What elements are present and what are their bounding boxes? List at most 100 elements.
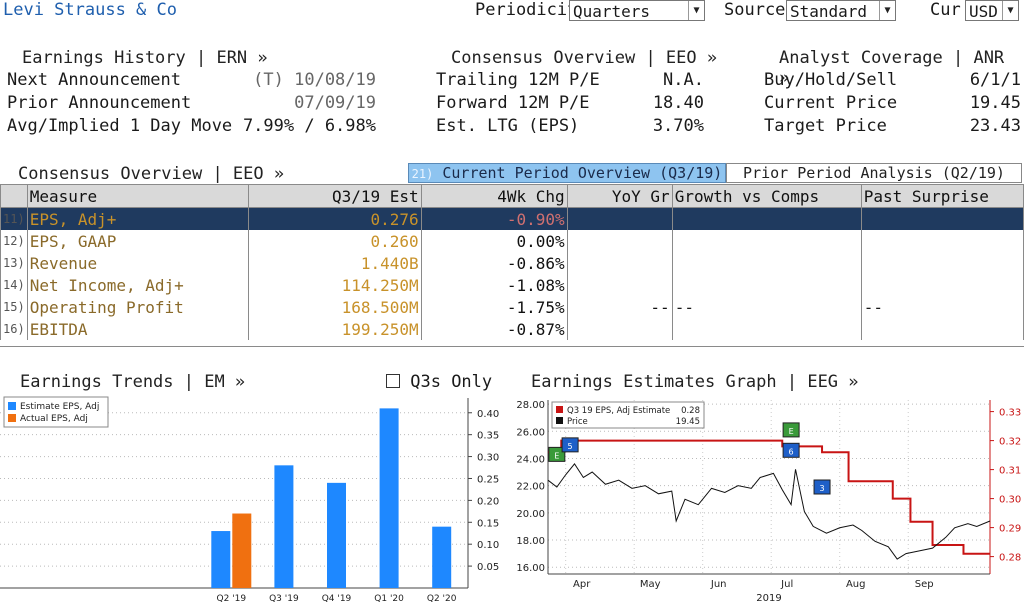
row-yoy xyxy=(566,230,673,252)
periodicity-value: Quarters xyxy=(573,2,651,21)
left-tick-label: 18.00 xyxy=(516,536,545,547)
x-tick-label: Jul xyxy=(780,579,793,590)
consensus-overview-link[interactable]: Consensus Overview | EEO » xyxy=(451,48,718,68)
col-measure[interactable]: Measure xyxy=(26,184,249,208)
co-label-0: Trailing 12M P/E xyxy=(436,70,600,90)
ac-label-2: Target Price xyxy=(764,116,887,136)
col-comps[interactable]: Growth vs Comps xyxy=(671,184,862,208)
row-comps: -- xyxy=(671,296,862,318)
currency-select[interactable]: USD ▼ xyxy=(965,0,1019,21)
earnings-trends-link[interactable]: Earnings Trends | EM » xyxy=(20,372,246,392)
chevron-down-icon[interactable]: ▼ xyxy=(879,1,895,20)
y-tick-label: 0.20 xyxy=(477,496,499,507)
eh-value-2: 7.99% / 6.98% xyxy=(242,116,376,136)
legend-value: 19.45 xyxy=(676,417,700,427)
row-comps xyxy=(671,230,862,252)
table-row[interactable]: 11) EPS, Adj+ 0.276 -0.90% xyxy=(0,207,1024,230)
x-tick-label: Q2 '20 xyxy=(427,594,457,604)
row-yoy xyxy=(566,274,673,296)
estimates-graph-chart: 16.00 18.00 20.00 22.00 24.00 26.00 28.00 0.28 0… xyxy=(516,400,1021,604)
col-surprise[interactable]: Past Surprise xyxy=(860,184,1024,208)
legend-label: Actual EPS, Adj xyxy=(20,414,88,424)
row-surprise: -- xyxy=(860,296,1024,318)
table-row[interactable]: 13) Revenue 1.440B -0.86% xyxy=(0,252,1024,274)
row-surprise xyxy=(860,230,1024,252)
right-tick-label: 0.30 xyxy=(999,495,1021,506)
y-tick-label: 0.05 xyxy=(477,562,499,573)
ac-label-1: Current Price xyxy=(764,93,898,113)
legend-box xyxy=(551,401,705,429)
row-chg: -1.75% xyxy=(420,296,568,318)
row-est: 1.440B xyxy=(247,252,422,274)
x-tick-label: Apr xyxy=(573,579,591,590)
event-marker xyxy=(813,479,831,495)
right-tick-label: 0.29 xyxy=(999,524,1021,535)
source-select[interactable]: Standard ▼ xyxy=(786,0,896,21)
y-tick-label: 0.10 xyxy=(477,540,499,551)
row-measure[interactable]: EBITDA xyxy=(26,318,249,340)
eh-label-1: Prior Announcement xyxy=(7,93,192,113)
eh-label-0: Next Announcement xyxy=(7,70,181,90)
left-tick-label: 20.00 xyxy=(516,509,545,520)
row-est: 114.250M xyxy=(247,274,422,296)
row-chg: -1.08% xyxy=(420,274,568,296)
table-row[interactable]: 14) Net Income, Adj+ 114.250M -1.08% xyxy=(0,274,1024,296)
y-tick-label: 0.35 xyxy=(477,431,499,442)
table-row[interactable]: 16) EBITDA 199.250M -0.87% xyxy=(0,318,1024,340)
table-row[interactable]: 12) EPS, GAAP 0.260 0.00% xyxy=(0,230,1024,252)
source-value: Standard xyxy=(790,2,868,21)
row-measure[interactable]: Revenue xyxy=(26,252,249,274)
row-surprise xyxy=(860,207,1024,230)
row-measure[interactable]: EPS, Adj+ xyxy=(26,207,249,230)
row-measure[interactable]: Operating Profit xyxy=(26,296,249,318)
x-tick-label: Sep xyxy=(915,579,934,590)
row-chg: -0.90% xyxy=(420,207,568,230)
y-tick-label: 0.40 xyxy=(477,409,499,420)
bar xyxy=(211,531,231,588)
right-tick-label: 0.32 xyxy=(999,437,1021,448)
tab-current-period[interactable]: 21) Current Period Overview (Q3/19) xyxy=(408,163,726,183)
event-marker-label: 5 xyxy=(568,442,573,451)
event-marker xyxy=(782,422,800,438)
legend-label: Q3 19 EPS, Adj Estimate xyxy=(567,406,670,416)
cur-label: Cur xyxy=(930,0,961,20)
event-marker-label: E xyxy=(554,451,559,460)
row-measure[interactable]: Net Income, Adj+ xyxy=(26,274,249,296)
table-row[interactable]: 15) Operating Profit 168.500M -1.75% -- … xyxy=(0,296,1024,318)
checkbox-icon[interactable] xyxy=(386,374,400,388)
tab-prior-period[interactable]: Prior Period Analysis (Q2/19) xyxy=(726,163,1022,183)
ac-value-0: 6/1/1 xyxy=(969,70,1021,90)
company-name[interactable]: Levi Strauss & Co xyxy=(3,0,177,20)
col-est[interactable]: Q3/19 Est xyxy=(247,184,422,208)
x-tick-label: Q4 '19 xyxy=(322,594,352,604)
periodicity-select[interactable]: Quarters ▼ xyxy=(569,0,705,21)
x-tick-label: Q2 '19 xyxy=(216,594,246,604)
source-label: Source xyxy=(724,0,786,20)
estimates-graph-link[interactable]: Earnings Estimates Graph | EEG » xyxy=(531,372,859,392)
row-est: 199.250M xyxy=(247,318,422,340)
chevron-down-icon[interactable]: ▼ xyxy=(1002,1,1018,20)
event-marker-label: E xyxy=(789,427,794,436)
row-chg: 0.00% xyxy=(420,230,568,252)
analyst-coverage-link[interactable]: Analyst Coverage | ANR » xyxy=(779,48,1005,88)
x-axis-label: 2019 xyxy=(756,593,781,604)
right-tick-label: 0.33 xyxy=(999,408,1021,419)
row-comps xyxy=(671,318,862,340)
eh-value-0: (T) 10/08/19 xyxy=(253,70,376,90)
earnings-history-link[interactable]: Earnings History | ERN » xyxy=(22,48,268,68)
y-tick-label: 0.30 xyxy=(477,453,499,464)
row-comps xyxy=(671,274,862,296)
table-header-row: Measure Q3/19 Est 4Wk Chg YoY Gr Growth … xyxy=(0,184,1024,208)
price-line xyxy=(547,463,991,560)
col-chg[interactable]: 4Wk Chg xyxy=(420,184,568,208)
consensus-table-title[interactable]: Consensus Overview | EEO » xyxy=(18,164,285,184)
q3s-only-checkbox[interactable]: Q3s Only xyxy=(386,372,492,392)
row-measure[interactable]: EPS, GAAP xyxy=(26,230,249,252)
row-chg: -0.86% xyxy=(420,252,568,274)
right-tick-label: 0.31 xyxy=(999,466,1021,477)
chevron-down-icon[interactable]: ▼ xyxy=(688,1,704,20)
co-value-0: N.A. xyxy=(663,70,704,90)
x-tick-label: Q3 '19 xyxy=(269,594,299,604)
periodicity-label: Periodicity xyxy=(475,0,588,20)
col-yoy[interactable]: YoY Gr xyxy=(566,184,673,208)
